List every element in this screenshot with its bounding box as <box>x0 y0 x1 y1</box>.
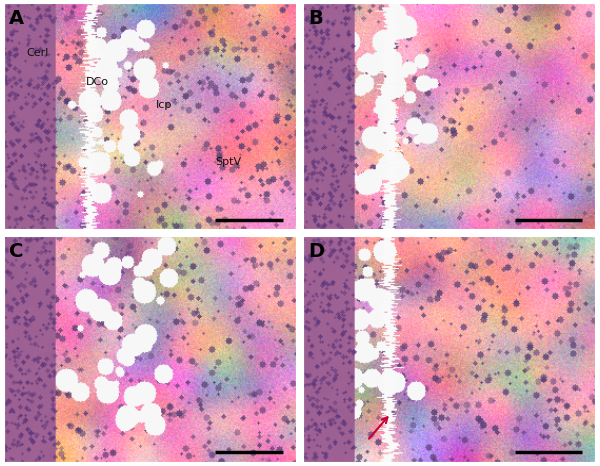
Text: SptV: SptV <box>215 158 241 167</box>
Text: C: C <box>9 242 23 261</box>
Text: Cerl: Cerl <box>26 48 49 58</box>
Text: A: A <box>9 9 24 28</box>
Text: DCo: DCo <box>85 77 109 88</box>
Text: D: D <box>308 242 325 261</box>
Text: Icp: Icp <box>156 100 173 110</box>
Text: B: B <box>308 9 323 28</box>
